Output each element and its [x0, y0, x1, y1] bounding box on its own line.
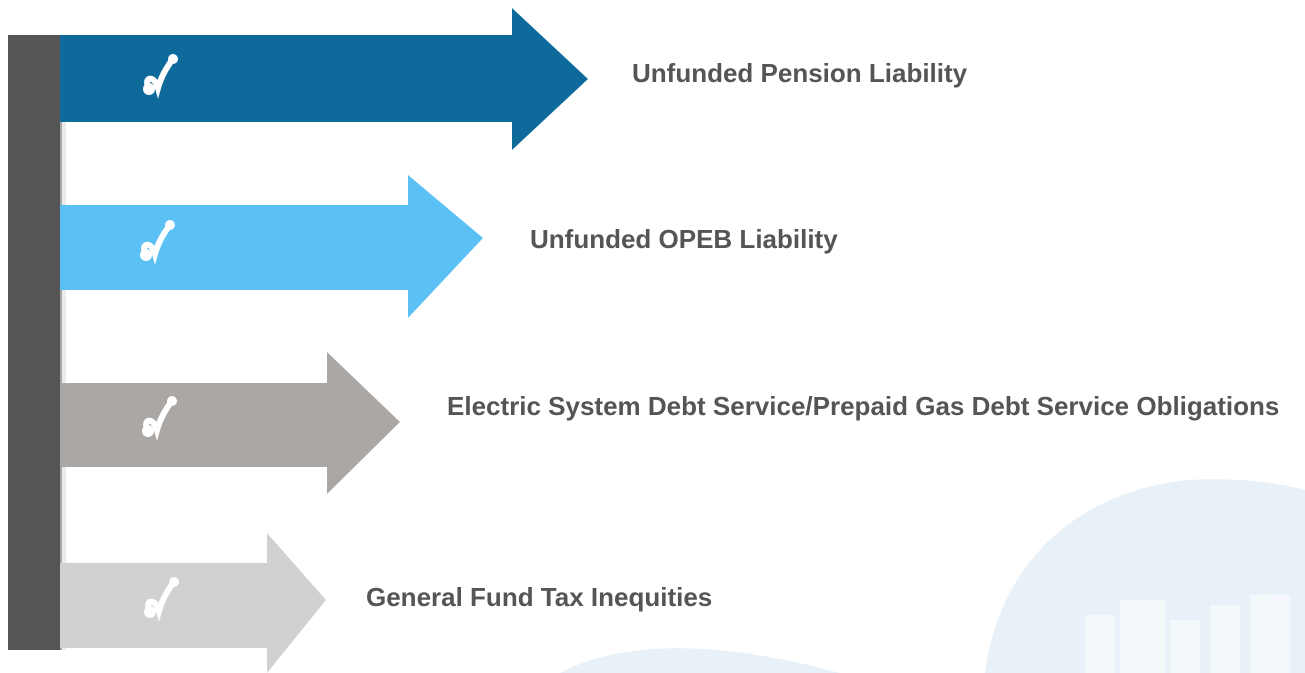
item-label: Unfunded Pension Liability	[632, 55, 967, 92]
arrow	[60, 175, 483, 318]
item-label: General Fund Tax Inequities	[366, 579, 712, 616]
item-label: Electric System Debt Service/Prepaid Gas…	[447, 388, 1302, 425]
arrow	[60, 352, 400, 494]
item-label: Unfunded OPEB Liability	[530, 221, 838, 258]
diagram	[0, 0, 1305, 673]
bar-shadow	[60, 35, 66, 650]
slide: {"items": [ {"label": "Unfunded Pension …	[0, 0, 1305, 673]
arrow	[60, 8, 588, 150]
arrow	[60, 533, 326, 673]
vertical-bar	[8, 35, 62, 650]
